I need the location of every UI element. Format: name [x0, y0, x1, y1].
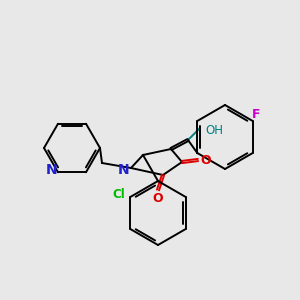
Text: OH: OH: [205, 124, 223, 136]
Text: N: N: [118, 163, 130, 177]
Text: Cl: Cl: [112, 188, 125, 202]
Text: F: F: [251, 109, 260, 122]
Text: O: O: [201, 154, 211, 166]
Text: N: N: [46, 163, 58, 177]
Text: O: O: [153, 191, 163, 205]
